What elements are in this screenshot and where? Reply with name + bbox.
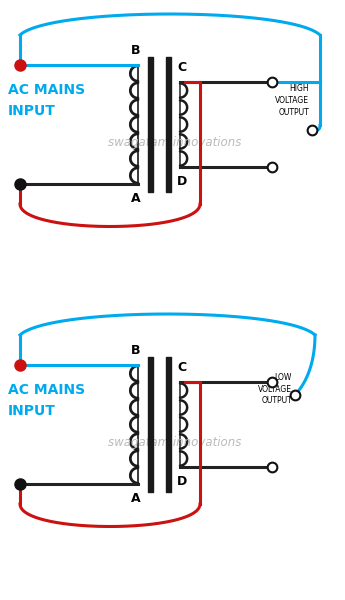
Text: A: A xyxy=(131,192,141,205)
Text: C: C xyxy=(177,61,187,74)
Text: B: B xyxy=(131,344,141,357)
Text: AC MAINS
INPUT: AC MAINS INPUT xyxy=(8,383,85,418)
Text: AC MAINS
INPUT: AC MAINS INPUT xyxy=(8,83,85,118)
Text: swagatam innovations: swagatam innovations xyxy=(108,136,242,149)
Text: swagatam innovations: swagatam innovations xyxy=(108,436,242,449)
Text: D: D xyxy=(177,475,187,488)
Text: C: C xyxy=(177,361,187,374)
Text: HIGH
VOLTAGE
OUTPUT: HIGH VOLTAGE OUTPUT xyxy=(275,84,309,116)
Text: A: A xyxy=(131,492,141,505)
Text: B: B xyxy=(131,44,141,57)
Text: LOW
VOLTAGE
OUTPUT: LOW VOLTAGE OUTPUT xyxy=(258,373,292,406)
Text: D: D xyxy=(177,175,187,188)
